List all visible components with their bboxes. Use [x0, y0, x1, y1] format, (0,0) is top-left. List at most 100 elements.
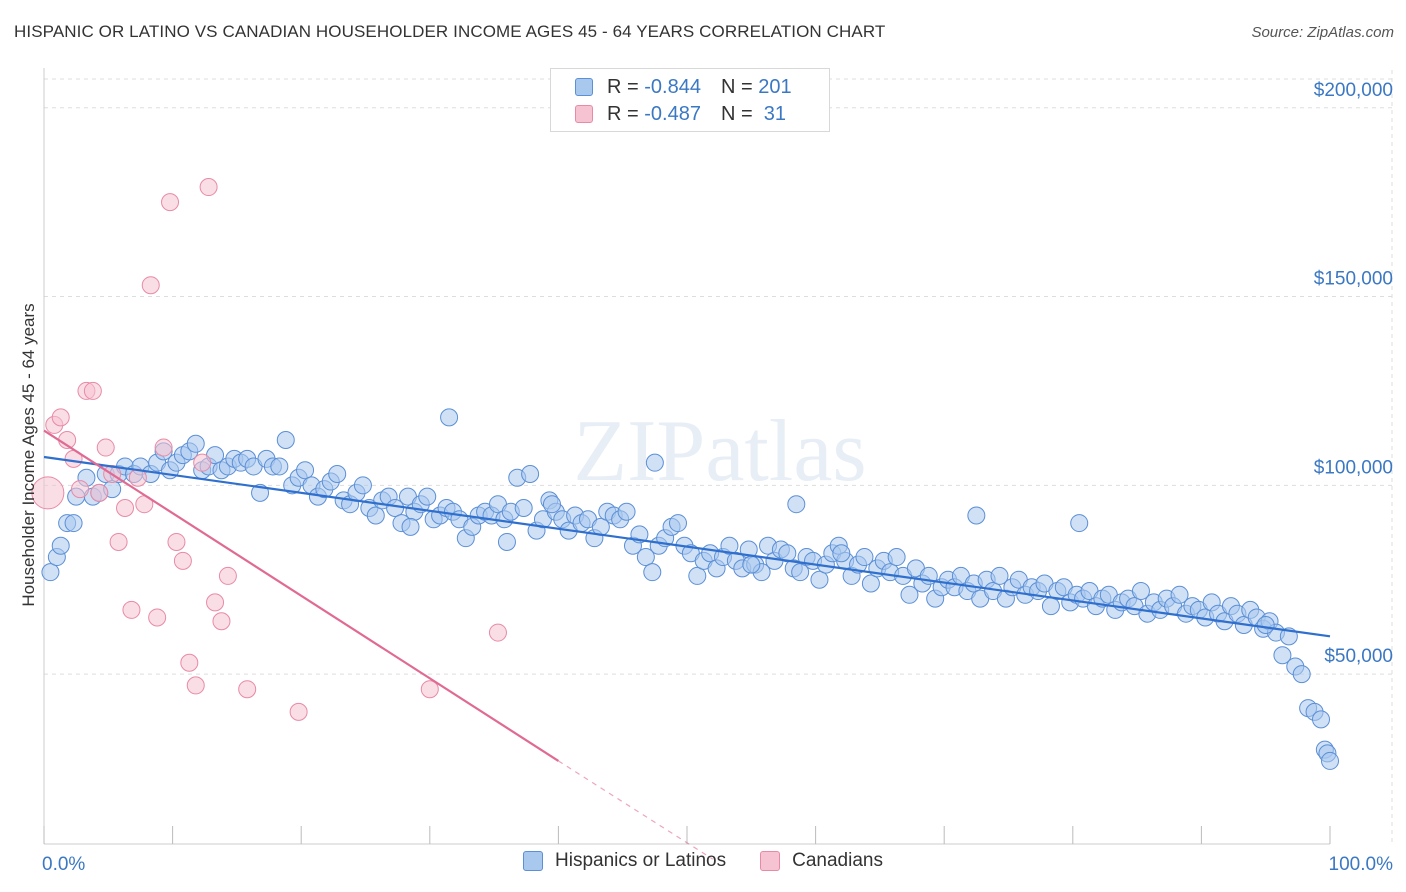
data-point: [218, 566, 237, 585]
legend-row-canadians: R = -0.487 N = 31: [575, 102, 786, 126]
data-point: [420, 680, 439, 699]
data-point: [1311, 710, 1330, 729]
data-point: [742, 555, 761, 574]
data-point: [967, 506, 986, 525]
data-point: [1041, 597, 1060, 616]
legend-item-hispanics[interactable]: Hispanics or Latinos: [523, 850, 726, 872]
data-point: [1070, 514, 1089, 533]
data-point: [116, 498, 135, 517]
data-point: [276, 431, 295, 450]
y-axis-label: Householder Income Ages 45 - 64 years: [19, 303, 38, 606]
y-tick-label: $150,000: [1314, 269, 1393, 290]
data-point: [71, 480, 90, 499]
data-point: [180, 653, 199, 672]
data-point: [778, 544, 797, 563]
data-point: [1292, 665, 1311, 684]
y-tick-label: $200,000: [1314, 80, 1393, 101]
legend-row-hispanics: R = -0.844 N = 201: [575, 75, 792, 99]
y-tick-label: $100,000: [1314, 457, 1393, 478]
source-label: Source: ZipAtlas.com: [1251, 24, 1394, 41]
data-point: [186, 434, 205, 453]
data-point: [199, 178, 218, 197]
legend-r-label: R =: [607, 102, 645, 125]
data-point: [64, 514, 83, 533]
trend-lines: [43, 429, 1331, 860]
trend-line-hispanics: [43, 455, 1331, 638]
data-point: [161, 193, 180, 212]
data-point: [645, 453, 664, 472]
data-point: [521, 464, 540, 483]
chart-title: HISPANIC OR LATINO VS CANADIAN HOUSEHOLD…: [14, 22, 886, 41]
data-point: [636, 548, 655, 567]
trend-line-canadians: [43, 429, 559, 762]
legend-r-value: -0.844: [644, 75, 701, 98]
watermark: ZIPatlas: [573, 403, 866, 500]
data-point: [787, 495, 806, 514]
legend-swatch-blue: [523, 851, 544, 871]
data-point: [542, 495, 561, 514]
data-point: [1256, 616, 1275, 635]
data-point: [887, 548, 906, 567]
data-point: [141, 276, 160, 295]
data-point: [238, 680, 257, 699]
data-point: [617, 502, 636, 521]
legend-n-label: N =: [720, 102, 759, 125]
data-point: [643, 563, 662, 582]
data-point: [122, 600, 141, 619]
data-point: [810, 570, 829, 589]
data-point: [51, 408, 70, 427]
data-point: [90, 483, 109, 502]
legend-label: Hispanics or Latinos: [555, 850, 727, 871]
legend-swatch-blue: [575, 78, 593, 96]
data-point: [855, 548, 874, 567]
data-point: [173, 551, 192, 570]
data-point: [791, 563, 810, 582]
data-point: [832, 544, 851, 563]
data-point: [418, 487, 437, 506]
data-point: [1273, 646, 1292, 665]
y-tick-labels: $50,000 $100,000 $150,000 $200,000: [1314, 80, 1393, 667]
data-point: [366, 506, 385, 525]
x-tick-labels: 0.0% 100.0%: [42, 854, 1393, 875]
data-point: [41, 563, 60, 582]
legend-n-value: 31: [758, 102, 787, 125]
data-point: [401, 517, 420, 536]
data-point: [328, 464, 347, 483]
legend-swatch-pink: [575, 105, 593, 123]
legend-n-label: N =: [720, 75, 759, 98]
legend-item-canadians[interactable]: Canadians: [760, 850, 883, 872]
legend-swatch-pink: [760, 851, 781, 871]
data-point: [688, 566, 707, 585]
data-point: [148, 608, 167, 627]
data-point: [109, 532, 128, 551]
x-tick-label: 0.0%: [42, 854, 85, 875]
axes: [43, 68, 1331, 845]
data-point: [353, 476, 372, 495]
data-point: [186, 676, 205, 695]
data-point: [488, 623, 507, 642]
data-point: [990, 566, 1009, 585]
data-point: [51, 536, 70, 555]
data-point: [296, 461, 315, 480]
data-point: [497, 532, 516, 551]
data-point: [668, 514, 687, 533]
x-tick-label: 100.0%: [1329, 854, 1394, 875]
data-point: [31, 476, 65, 510]
data-point: [193, 453, 212, 472]
grid-lines: [44, 70, 1393, 844]
data-point: [96, 438, 115, 457]
data-point: [206, 593, 225, 612]
data-point: [289, 702, 308, 721]
data-point: [1131, 582, 1150, 601]
series-canadians-points: [31, 178, 507, 721]
data-point: [167, 532, 186, 551]
data-point: [440, 408, 459, 427]
legend-r-value: -0.487: [644, 102, 701, 125]
legend-n-value: 201: [758, 75, 792, 98]
series-legend: Hispanics or Latinos Canadians: [0, 850, 1406, 872]
data-point: [83, 381, 102, 400]
legend-label: Canadians: [792, 850, 883, 871]
data-point: [154, 438, 173, 457]
data-point: [514, 498, 533, 517]
